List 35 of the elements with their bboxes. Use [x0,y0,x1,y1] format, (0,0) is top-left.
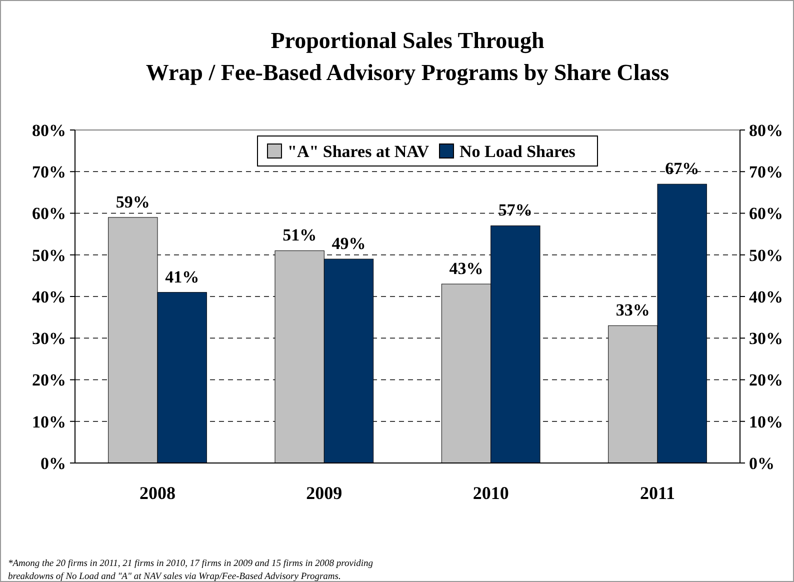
data-label: 43% [449,259,484,278]
data-label: 41% [165,267,200,286]
y-tick-label: 30% [32,329,66,348]
chart-title: Proportional Sales Through Wrap / Fee-Based Advisory Programs by Share Class [146,28,670,86]
y2-tick-label: 0% [749,454,774,473]
y2-tick-label: 60% [749,204,783,224]
y2-tick-label: 70% [749,162,783,182]
x-tick-label: 2008 [140,483,176,503]
data-label: 33% [616,300,650,320]
y2-tick-label: 20% [749,370,783,390]
y2-tick-label: 50% [749,246,783,265]
y-tick-label: 20% [32,370,66,390]
data-label: 49% [332,234,366,254]
y2-tick-label: 40% [749,287,783,306]
data-label: 51% [282,226,317,245]
y-tick-label: 80% [32,120,66,140]
data-label: 57% [498,200,532,220]
y-tick-label: 40% [32,287,66,306]
data-label: 67% [665,159,700,178]
x-tick-label: 2010 [472,483,509,503]
y2-tick-label: 10% [749,412,783,432]
legend-label: "A" Shares at NAV [288,142,430,161]
text: breakdowns of No Load and "A" at NAV sales via Wrap/Fee-Based Advisory Programs. [8,572,341,582]
data-label: 59% [116,192,150,212]
y-tick-label: 60% [32,204,66,224]
y-tick-label: 10% [32,412,66,432]
y-tick-label: 50% [32,246,66,265]
x-tick-label: 2009 [306,483,342,503]
text: *Among the 20 firms in 2011, 21 firms in 2010, 17 firms in 2009 and 15 firms in 2008 providing [8,559,374,569]
y2-tick-label: 30% [749,329,783,348]
y2-tick-label: 80% [749,120,783,140]
x-tick-label: 2011 [640,483,676,503]
y-tick-label: 70% [32,162,66,182]
y-tick-label: 0% [40,454,66,473]
legend-label: No Load Shares [460,142,576,161]
